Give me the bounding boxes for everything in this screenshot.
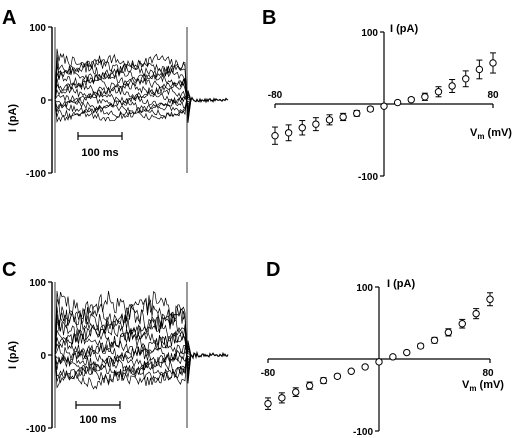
panel-d-xlabel-unit: (mV): [476, 379, 504, 391]
panel-d-ylabel: I (pA): [387, 278, 415, 290]
panel-a-ytick-label: -100: [26, 169, 46, 180]
data-point: [333, 372, 342, 380]
panel-d-xtick-label: -80: [261, 368, 276, 379]
panel-a: A I (pA) 100 0 -100 100 ms: [2, 7, 229, 180]
data-point: [298, 124, 306, 132]
data-point: [393, 98, 402, 107]
data-point: [403, 348, 411, 357]
panel-b-ylabel: I (pA): [390, 23, 418, 35]
panel-b-xlabel-sub: m: [477, 132, 484, 141]
panel-b-xtick-label: 80: [487, 90, 499, 101]
panel-letter-d: D: [266, 259, 280, 281]
panel-a-ytick-label: 100: [29, 23, 46, 34]
panel-c-current-traces: [54, 282, 229, 428]
current-trace: [54, 350, 192, 371]
panel-b-xlabel-main: V: [470, 127, 478, 139]
panel-c: C I (pA) 100 0 -100 100 ms: [2, 259, 229, 435]
panel-d-ytick-label: 100: [356, 283, 373, 294]
panel-d-xlabel-sub: m: [469, 384, 476, 393]
data-point: [339, 113, 347, 121]
panel-c-ytick-label: -100: [26, 424, 46, 435]
panel-b-data-points: [271, 52, 497, 145]
panel-b-ytick-label: 100: [361, 28, 378, 39]
panel-c-ytick-label: 100: [29, 278, 46, 289]
panel-b-xlabel-unit: (mV): [484, 127, 512, 139]
current-trace: [54, 329, 192, 364]
panel-d-ytick-label: -100: [353, 427, 373, 438]
current-trace: [54, 310, 192, 374]
data-point: [278, 394, 286, 402]
data-point: [421, 93, 429, 101]
data-point: [430, 336, 439, 344]
current-trace: [54, 343, 192, 386]
panel-c-ylabel: I (pA): [7, 341, 19, 369]
panel-c-scalebar-label: 100 ms: [79, 414, 116, 426]
current-trace: [54, 336, 192, 361]
data-point: [448, 82, 456, 90]
data-point: [305, 381, 314, 390]
current-trace: [54, 324, 192, 366]
data-point: [347, 367, 355, 375]
current-trace: [54, 66, 192, 115]
data-point: [325, 116, 334, 124]
data-point: [361, 363, 369, 371]
current-trace: [54, 48, 192, 123]
panel-a-ytick-label: 0: [40, 96, 46, 107]
panel-letter-b: B: [262, 7, 276, 29]
panel-d-xlabel: Vm (mV): [462, 379, 504, 393]
data-point: [292, 388, 300, 396]
data-point: [444, 328, 453, 337]
data-point: [366, 105, 375, 113]
data-point: [271, 131, 279, 140]
panel-a-scalebar-label: 100 ms: [81, 147, 118, 159]
data-point: [312, 120, 320, 128]
current-trace: [54, 318, 192, 370]
data-point: [416, 342, 425, 350]
panel-b-ytick-label: -100: [358, 172, 378, 183]
panel-b-xtick-label: -80: [268, 90, 283, 101]
data-point: [472, 309, 480, 318]
data-point: [319, 376, 328, 385]
data-point: [489, 59, 497, 67]
data-point: [353, 109, 361, 118]
current-trace: [54, 81, 192, 109]
data-point: [264, 399, 272, 408]
data-point: [284, 129, 293, 137]
panel-letter-c: C: [2, 259, 16, 281]
data-point: [458, 320, 466, 328]
current-trace: [54, 90, 192, 104]
data-point: [434, 88, 443, 96]
current-trace: [54, 90, 192, 124]
panel-d: D 100 -100 -80 80 I (pA) Vm (mV): [261, 259, 505, 438]
panel-d-xtick-label: 80: [482, 368, 494, 379]
current-trace: [54, 290, 192, 384]
current-trace: [54, 346, 192, 368]
current-trace: [54, 86, 192, 106]
panel-d-data-points: [264, 292, 494, 410]
current-trace: [54, 340, 192, 390]
panel-a-current-traces: [54, 27, 229, 173]
panel-b: B 100 -100 -80 80 I (pA) Vm (mV): [262, 7, 512, 183]
tail-current-baseline: [190, 96, 229, 104]
current-trace: [54, 96, 192, 112]
data-point: [389, 353, 397, 361]
panel-d-xlabel-main: V: [462, 379, 470, 391]
data-point: [380, 102, 388, 110]
tail-current-baseline: [190, 350, 229, 360]
panel-c-ytick-label: 0: [40, 351, 46, 362]
data-point: [407, 95, 415, 104]
panel-letter-a: A: [2, 7, 16, 29]
panel-a-ylabel: I (pA): [7, 104, 19, 132]
data-point: [375, 358, 383, 366]
data-point: [462, 75, 470, 83]
panel-b-xlabel: Vm (mV): [470, 127, 512, 141]
data-point: [486, 295, 494, 303]
current-trace: [54, 93, 192, 115]
data-point: [475, 65, 484, 74]
current-trace: [54, 347, 192, 376]
